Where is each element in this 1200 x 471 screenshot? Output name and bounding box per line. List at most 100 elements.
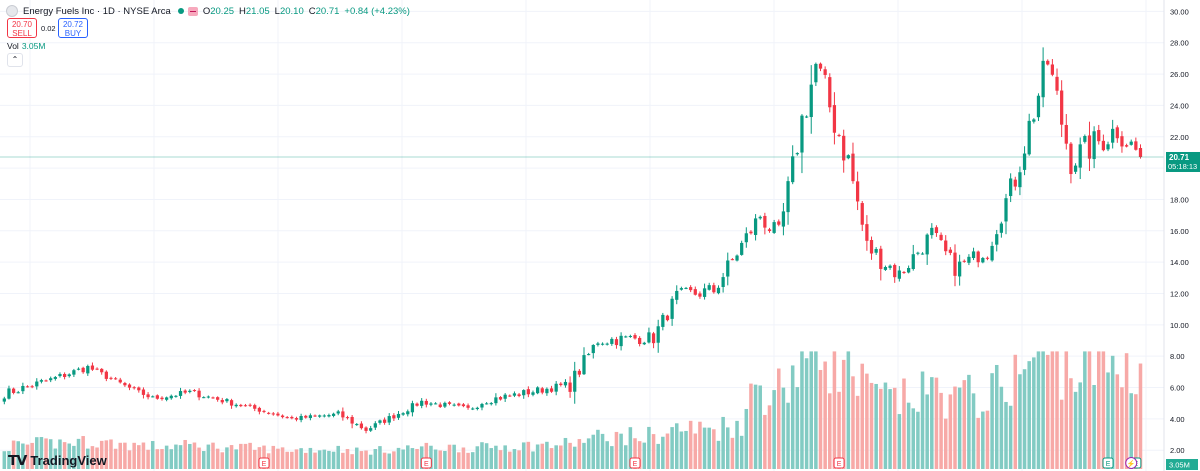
price-axis[interactable]: 30.0028.0026.0024.0022.0020.0018.0016.00… — [1163, 0, 1189, 471]
volume-bar — [865, 373, 869, 469]
candle-body — [294, 418, 299, 420]
earnings-event-icon[interactable]: E — [629, 457, 641, 469]
volume-bar — [1004, 401, 1008, 469]
tradingview-logo[interactable]: 𝗧𝗩 TradingView — [8, 452, 107, 469]
candle-body — [716, 287, 721, 294]
volume-legend[interactable]: Vol 3.05M — [7, 41, 45, 51]
candle-body — [1060, 90, 1064, 125]
volume-bar — [698, 421, 702, 469]
earnings-event-icon[interactable]: E — [833, 457, 845, 469]
volume-bar — [883, 382, 888, 469]
candle-body — [744, 233, 748, 243]
candle-body — [285, 417, 289, 419]
candle-body — [475, 407, 479, 410]
volume-bar — [716, 440, 721, 469]
buy-button[interactable]: 20.72 BUY — [58, 18, 88, 38]
candle-body — [1097, 130, 1101, 142]
flag-icon[interactable] — [187, 6, 198, 16]
volume-bar — [174, 444, 178, 469]
volume-bar — [1008, 405, 1013, 469]
collapse-legend-button[interactable]: ⌃ — [7, 53, 23, 67]
candle-body — [874, 249, 878, 253]
volume-bar — [911, 408, 916, 469]
candle-body — [1069, 143, 1073, 175]
volume-bar — [155, 449, 160, 469]
candle-body — [670, 298, 674, 319]
candle-body — [160, 397, 164, 400]
volume-bar — [183, 439, 187, 469]
event-markers[interactable]: EEEEEE⚡ — [258, 457, 1142, 469]
candle-body — [934, 227, 939, 234]
volume-bar — [211, 442, 215, 469]
candle-body — [962, 260, 966, 262]
volume-bar — [596, 429, 600, 469]
candle-body — [619, 335, 623, 347]
candle-body — [930, 227, 934, 236]
earnings-event-icon[interactable]: E — [1102, 457, 1114, 469]
volume-bar — [21, 443, 25, 469]
volume-bar — [285, 451, 289, 469]
candle-body — [1027, 120, 1031, 155]
volume-bar — [828, 393, 832, 469]
volume-bar — [252, 449, 257, 469]
volume-bar — [192, 442, 197, 469]
candle-body — [100, 368, 104, 373]
split-event-icon[interactable]: ⚡ — [1125, 457, 1138, 469]
candle-body — [809, 84, 813, 118]
volume-bar — [535, 444, 540, 469]
candle-body — [257, 407, 262, 412]
volume-bar — [118, 442, 123, 469]
high-value: 21.05 — [245, 5, 270, 17]
candle-body — [81, 367, 85, 373]
volume-bar — [150, 441, 155, 469]
candle-body — [726, 260, 730, 277]
candle-body — [999, 223, 1003, 233]
volume-bar — [2, 451, 7, 469]
volume-bar — [1022, 369, 1027, 469]
candle-body — [494, 397, 498, 404]
candle-body — [804, 116, 809, 118]
volume-bar — [206, 444, 211, 469]
candle-body — [1055, 76, 1059, 91]
volume-bar — [396, 447, 401, 469]
earnings-event-icon[interactable]: E — [420, 457, 432, 469]
candle-body — [721, 277, 725, 287]
candle-body — [1046, 60, 1050, 65]
volume-bar — [1110, 355, 1115, 469]
candle-body — [243, 405, 248, 407]
volume-bar — [146, 449, 150, 469]
volume-bar — [239, 443, 243, 469]
candle-body — [605, 343, 609, 345]
candle-body — [151, 396, 155, 398]
sell-button[interactable]: 20.70 SELL — [7, 18, 37, 38]
volume-bar — [1106, 372, 1110, 469]
candle-body — [1013, 179, 1017, 187]
volume-bar — [90, 446, 95, 469]
price-tick-label: 18.00 — [1170, 195, 1189, 204]
volume-bar — [637, 441, 642, 469]
earnings-event-icon[interactable]: E — [258, 457, 270, 469]
open-value: 20.25 — [210, 5, 235, 17]
candle-body — [1106, 144, 1110, 150]
candle-body — [378, 420, 382, 423]
volume-bar — [661, 436, 665, 469]
candle-body — [730, 259, 735, 261]
svg-text:⚡: ⚡ — [1127, 459, 1136, 468]
volume-bar — [373, 449, 378, 469]
candle-body — [967, 256, 971, 263]
candle-body — [1134, 141, 1138, 150]
candle-body — [21, 385, 25, 392]
symbol-title[interactable]: Energy Fuels Inc · 1D · NYSE Arca — [23, 5, 171, 17]
candle-body — [67, 374, 71, 377]
candle-body — [1036, 95, 1041, 118]
volume-bar — [795, 387, 800, 469]
price-tick-label: 14.00 — [1170, 258, 1189, 267]
volume-bar — [1041, 351, 1045, 469]
candle-body — [1111, 128, 1115, 143]
svg-text:E: E — [1106, 461, 1111, 468]
volume-bar — [424, 442, 429, 469]
volume-bar — [225, 447, 229, 469]
candle-body — [1101, 140, 1106, 151]
volume-bar — [619, 433, 623, 469]
